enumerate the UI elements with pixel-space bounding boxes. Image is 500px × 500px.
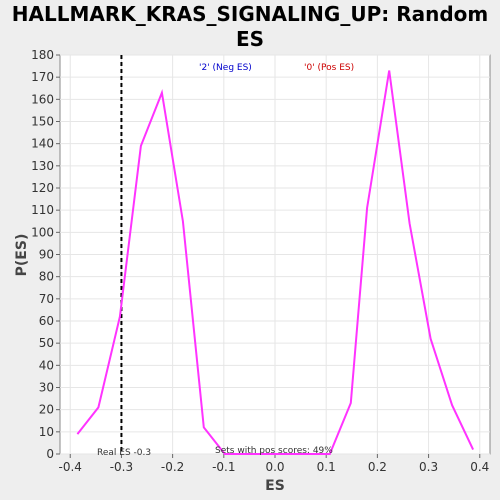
- y-tick-label: 40: [39, 358, 54, 372]
- y-tick-label: 20: [39, 403, 54, 417]
- x-axis-title: ES: [265, 478, 285, 494]
- y-tick-label: 140: [31, 137, 54, 151]
- real-es-label: Real ES -0.3: [97, 448, 151, 458]
- y-tick-label: 30: [39, 381, 54, 395]
- x-tick-label: -0.4: [59, 460, 82, 474]
- y-tick-label: 130: [31, 159, 54, 173]
- legend-pos-es: '0' (Pos ES): [304, 63, 354, 73]
- y-tick-label: 110: [31, 203, 54, 217]
- y-tick-label: 160: [31, 92, 54, 106]
- x-axis: -0.4 -0.3 -0.2 -0.1 0.0 0.1 0.2 0.3 0.4: [59, 454, 489, 474]
- y-tick-label: 120: [31, 181, 54, 195]
- x-tick-label: -0.3: [110, 460, 133, 474]
- x-tick-label: -0.1: [212, 460, 235, 474]
- y-tick-label: 150: [31, 115, 54, 129]
- y-tick-label: 50: [39, 336, 54, 350]
- y-axis-title: P(ES): [14, 234, 30, 277]
- x-tick-label: -0.2: [161, 460, 184, 474]
- y-tick-label: 0: [46, 447, 54, 461]
- y-tick-label: 60: [39, 314, 54, 328]
- y-tick-label: 70: [39, 292, 54, 306]
- legend-neg-es: '2' (Neg ES): [199, 63, 252, 73]
- y-tick-label: 10: [39, 425, 54, 439]
- series-line: [76, 70, 475, 455]
- pos-scores-annotation: Sets with pos scores: 49%: [215, 446, 333, 456]
- x-tick-label: 0.1: [317, 460, 336, 474]
- x-tick-label: 0.3: [419, 460, 438, 474]
- y-tick-label: 100: [31, 225, 54, 239]
- x-tick-label: 0.0: [265, 460, 284, 474]
- x-tick-label: 0.2: [368, 460, 387, 474]
- y-tick-label: 180: [31, 48, 54, 62]
- y-tick-label: 80: [39, 270, 54, 284]
- y-tick-label: 90: [39, 248, 54, 262]
- x-tick-label: 0.4: [470, 460, 489, 474]
- y-axis: 0 10 20 30 40 50 60 70 80 90 100 110 120 130 140 150 160…: [31, 48, 60, 461]
- chart-title-line-1: HALLMARK_KRAS_SIGNALING_UP: Random ES: [11, 2, 489, 51]
- y-tick-label: 170: [31, 70, 54, 84]
